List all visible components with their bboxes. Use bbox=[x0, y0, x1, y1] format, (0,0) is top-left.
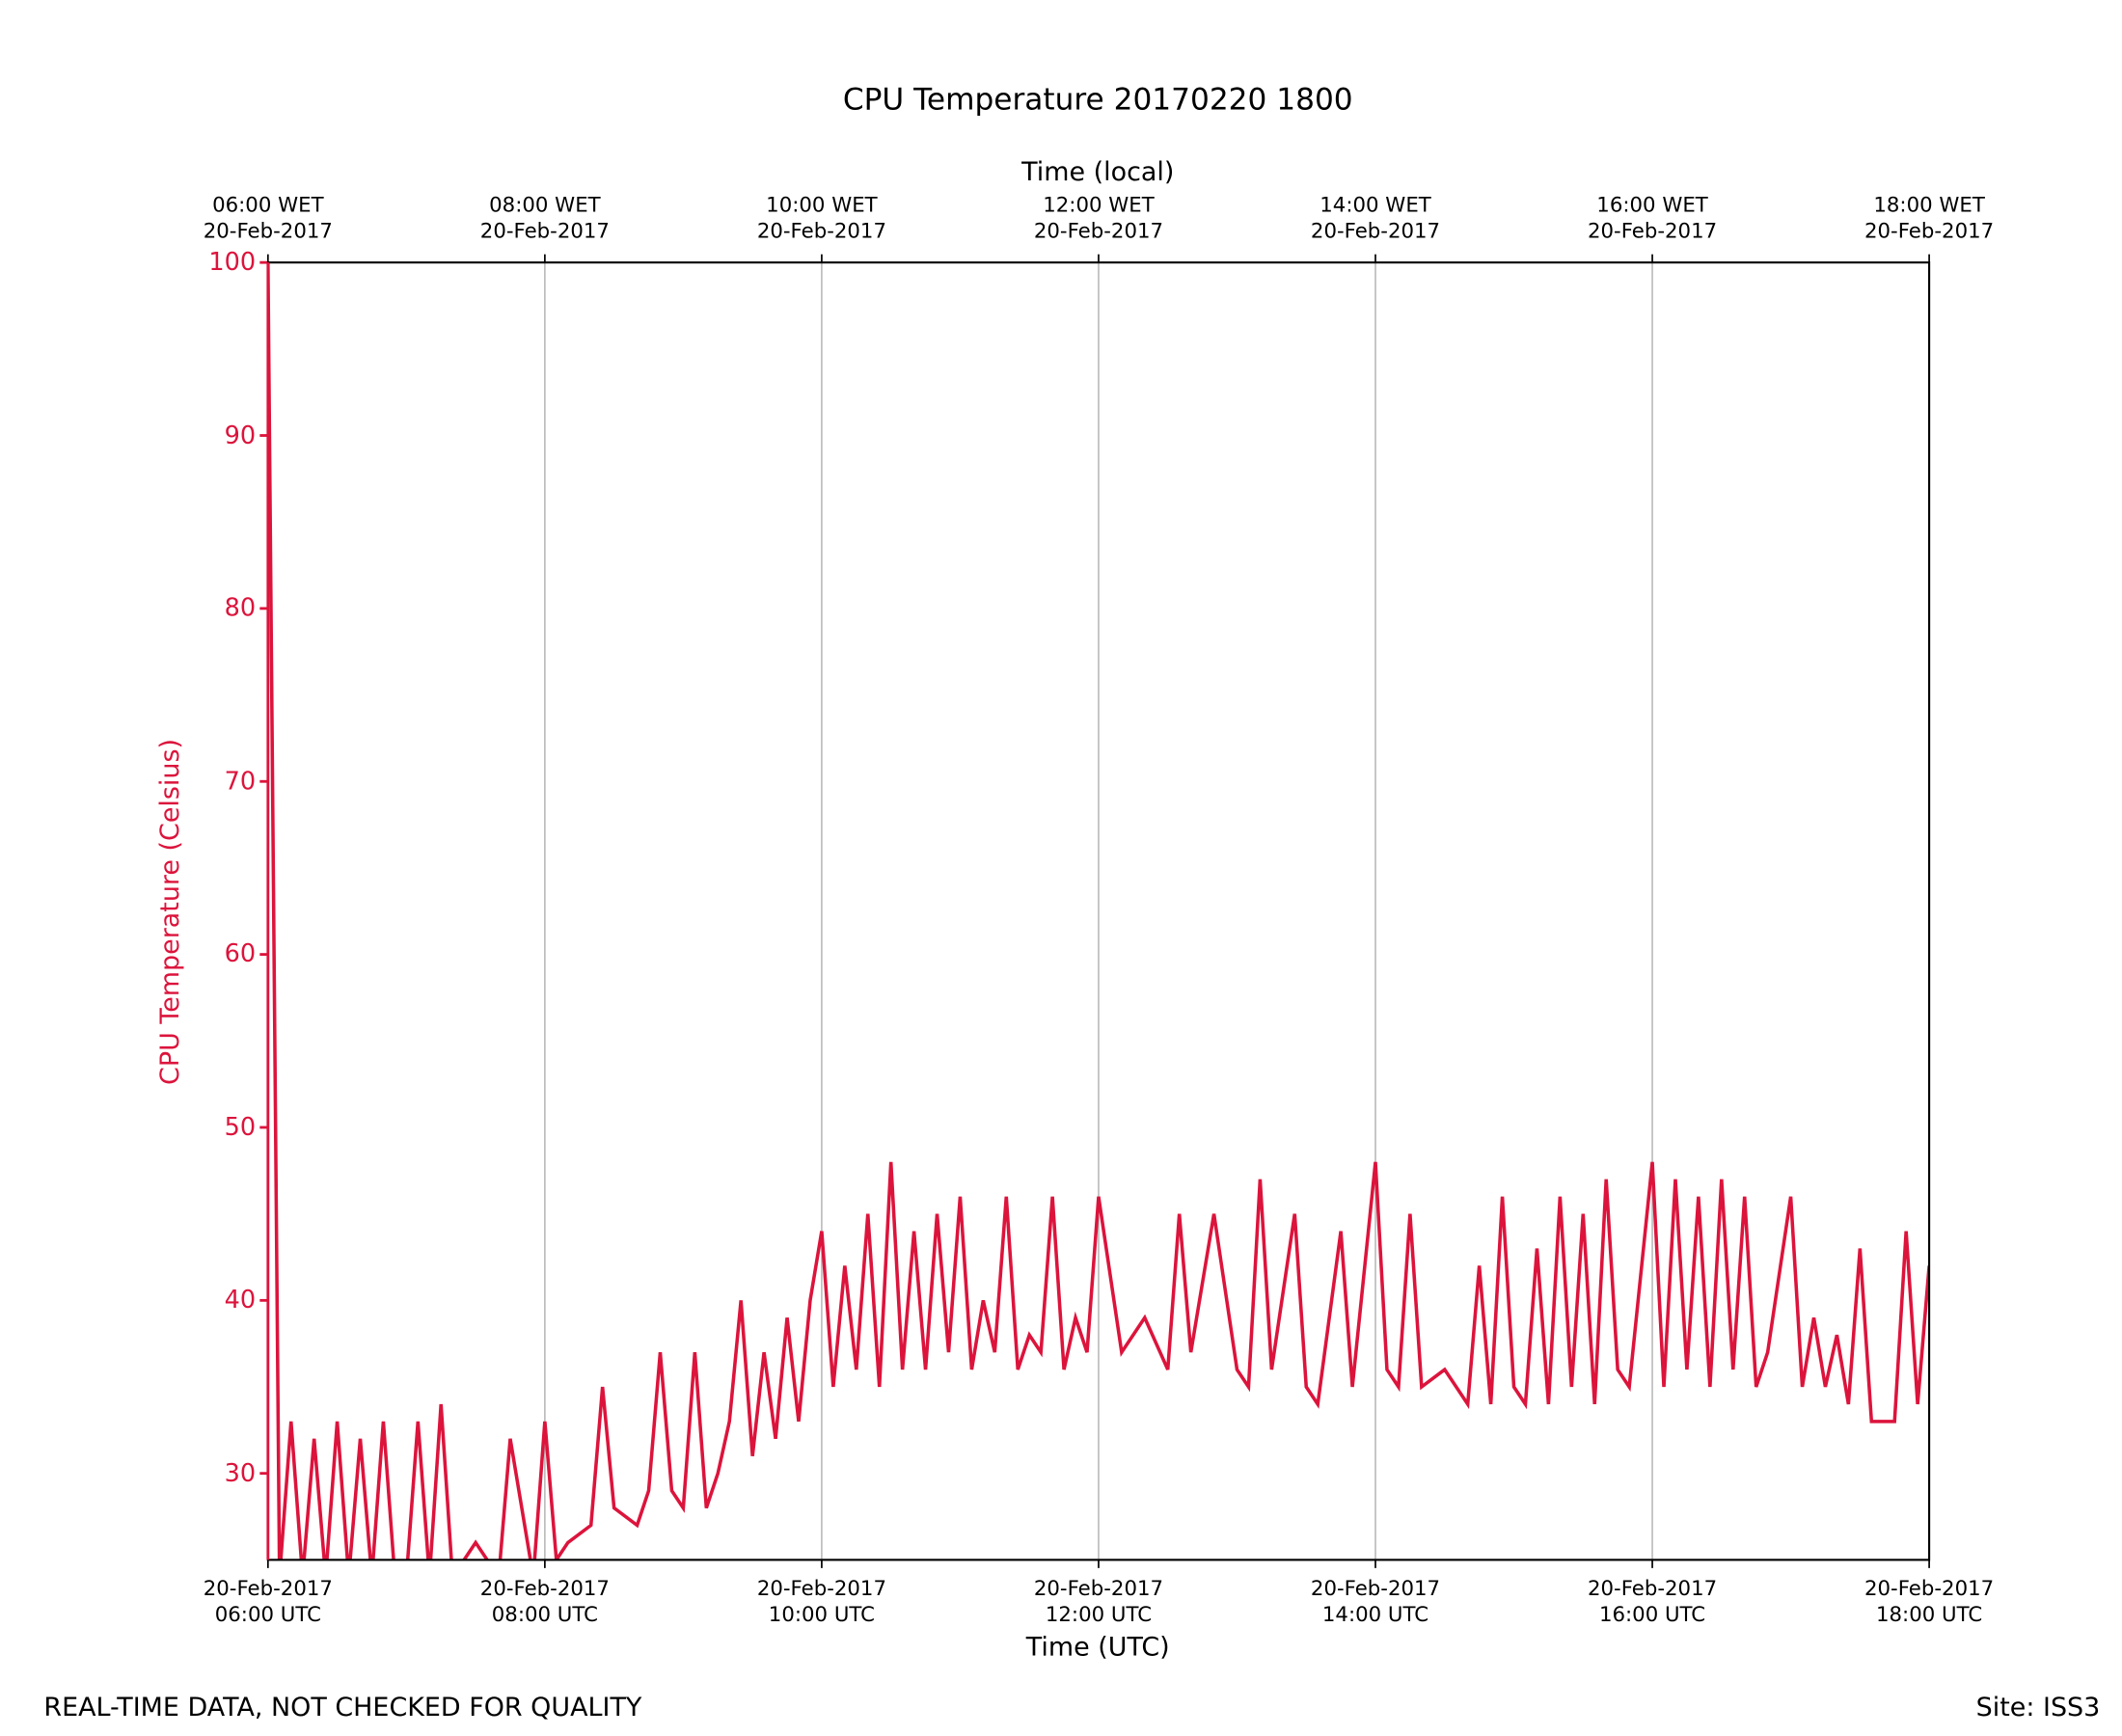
x-tick-label: 20-Feb-2017 16:00 UTC bbox=[1587, 1576, 1718, 1627]
x2-tick-label: 16:00 WET 20-Feb-2017 bbox=[1587, 192, 1718, 244]
x-tick-label: 20-Feb-2017 12:00 UTC bbox=[1033, 1576, 1164, 1627]
y-tick-label: 30 bbox=[224, 1458, 257, 1488]
x2-tick-label: 08:00 WET 20-Feb-2017 bbox=[479, 192, 610, 244]
y-tick-label: 60 bbox=[224, 939, 257, 969]
x2-axis-label: Time (local) bbox=[1021, 157, 1175, 188]
y-tick-label: 50 bbox=[224, 1113, 257, 1142]
y-tick-label: 80 bbox=[224, 593, 257, 623]
x2-tick-label: 18:00 WET 20-Feb-2017 bbox=[1864, 192, 1995, 244]
x-tick-label: 20-Feb-2017 18:00 UTC bbox=[1864, 1576, 1995, 1627]
footer-right: Site: ISS3 bbox=[1975, 1692, 2101, 1723]
x2-tick-label: 10:00 WET 20-Feb-2017 bbox=[756, 192, 887, 244]
y-tick-label: 40 bbox=[224, 1286, 257, 1316]
data-line bbox=[267, 262, 1930, 1560]
x2-tick-label: 06:00 WET 20-Feb-2017 bbox=[203, 192, 333, 244]
x-tick-label: 20-Feb-2017 10:00 UTC bbox=[756, 1576, 887, 1627]
x-axis-label: Time (UTC) bbox=[1025, 1632, 1170, 1663]
x-tick-label: 20-Feb-2017 08:00 UTC bbox=[479, 1576, 610, 1627]
y-tick-label: 70 bbox=[224, 767, 257, 797]
chart-title: CPU Temperature 20170220 1800 bbox=[842, 83, 1353, 118]
y-axis-label: CPU Temperature (Celsius) bbox=[154, 738, 186, 1085]
footer-left: REAL-TIME DATA, NOT CHECKED FOR QUALITY bbox=[43, 1692, 642, 1723]
y-tick-label: 100 bbox=[208, 248, 257, 278]
x-tick-label: 20-Feb-2017 06:00 UTC bbox=[203, 1576, 333, 1627]
y-tick-label: 90 bbox=[224, 420, 257, 450]
x2-tick-label: 12:00 WET 20-Feb-2017 bbox=[1033, 192, 1164, 244]
x2-tick-label: 14:00 WET 20-Feb-2017 bbox=[1310, 192, 1441, 244]
x-tick-label: 20-Feb-2017 14:00 UTC bbox=[1310, 1576, 1441, 1627]
